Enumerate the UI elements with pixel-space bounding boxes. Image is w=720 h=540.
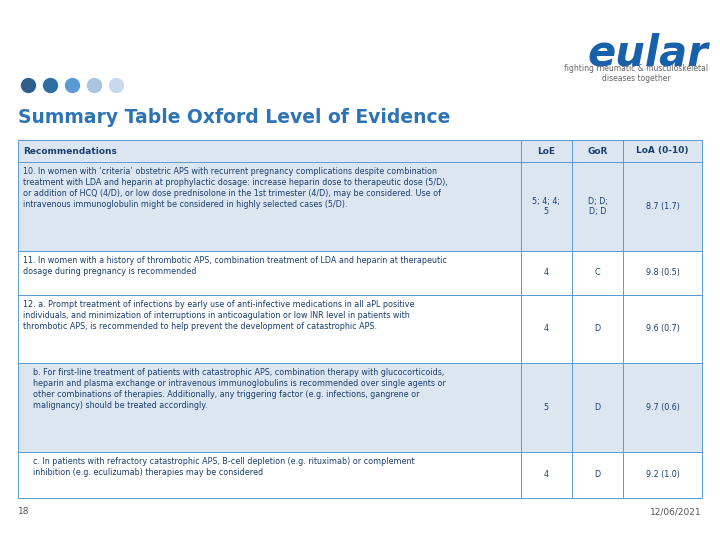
Text: 12. a. Prompt treatment of infections by early use of anti-infective medications: 12. a. Prompt treatment of infections by…: [23, 300, 415, 332]
Text: 9.7 (0.6): 9.7 (0.6): [646, 403, 680, 411]
Text: 9.8 (0.5): 9.8 (0.5): [646, 268, 680, 278]
Text: 12/06/2021: 12/06/2021: [650, 508, 702, 516]
Text: LoE: LoE: [537, 146, 555, 156]
Text: D; D;
D; D: D; D; D; D: [588, 197, 608, 216]
Text: 18: 18: [18, 508, 30, 516]
Text: 10. In women with ‘criteria’ obstetric APS with recurrent pregnancy complication: 10. In women with ‘criteria’ obstetric A…: [23, 167, 448, 210]
Text: c. In patients with refractory catastrophic APS, B-cell depletion (e.g. rituxima: c. In patients with refractory catastrop…: [23, 456, 415, 477]
Text: GoR: GoR: [588, 146, 608, 156]
Bar: [18, 162, 702, 251]
Text: D: D: [595, 470, 600, 480]
Text: 4: 4: [544, 325, 549, 333]
Text: 5; 4; 4;
5: 5; 4; 4; 5: [532, 197, 560, 216]
Text: Summary Table Oxford Level of Evidence: Summary Table Oxford Level of Evidence: [18, 108, 451, 127]
Text: Recommendations: Recommendations: [23, 146, 117, 156]
Text: 4: 4: [544, 470, 549, 480]
Text: D: D: [595, 325, 600, 333]
Bar: [18, 363, 702, 451]
Text: 9.2 (1.0): 9.2 (1.0): [646, 470, 680, 480]
Text: 4: 4: [544, 268, 549, 278]
Text: D: D: [595, 403, 600, 411]
Text: C: C: [595, 268, 600, 278]
Text: 11. In women with a history of thrombotic APS, combination treatment of LDA and : 11. In women with a history of thromboti…: [23, 256, 447, 276]
Text: 8.7 (1.7): 8.7 (1.7): [646, 202, 680, 211]
Bar: [18, 251, 702, 295]
Bar: [18, 451, 702, 498]
Text: 9.6 (0.7): 9.6 (0.7): [646, 325, 680, 333]
Text: fighting rheumatic & musculoskeletal
diseases together: fighting rheumatic & musculoskeletal dis…: [564, 64, 708, 83]
Text: eular: eular: [588, 32, 708, 74]
Bar: [18, 140, 702, 162]
Text: 5: 5: [544, 403, 549, 411]
Bar: [18, 295, 702, 363]
Text: LoA (0-10): LoA (0-10): [636, 146, 689, 156]
Text: b. For first-line treatment of patients with catastrophic APS, combination thera: b. For first-line treatment of patients …: [23, 368, 446, 410]
